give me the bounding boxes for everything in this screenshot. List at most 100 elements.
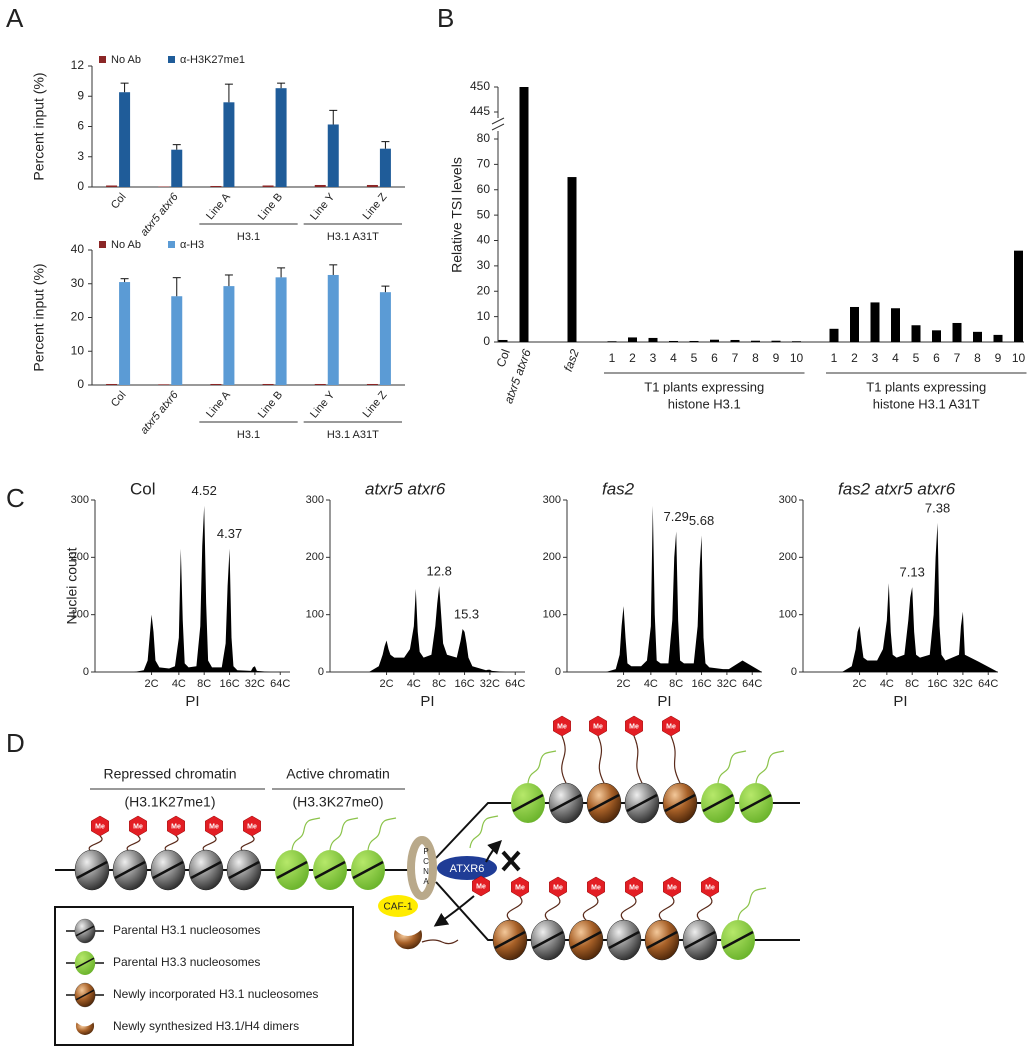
nucleosome [530, 919, 566, 961]
x-tick-label: 32C [953, 678, 973, 690]
y-tick-label: 300 [779, 494, 797, 506]
nucleosome [739, 783, 773, 823]
group-label: T1 plants expressing [866, 379, 986, 394]
bar [379, 292, 391, 385]
x-tick-label: 32C [717, 678, 737, 690]
nucleosome [701, 783, 735, 823]
bar [932, 330, 941, 342]
x-tick-label: 32C [245, 678, 265, 690]
bar [210, 383, 222, 385]
x-tick-label: Col [109, 389, 129, 409]
x-tick-label: fas2 [561, 347, 582, 373]
x-tick-label: Line Y [308, 389, 338, 421]
x-tick-label: 5 [691, 351, 698, 365]
x-tick-label: Line A [204, 389, 233, 421]
bar [730, 339, 740, 342]
bar [710, 339, 719, 342]
legend-swatch [99, 241, 106, 248]
x-axis-label: PI [893, 693, 907, 710]
atxr6-enzyme [437, 856, 497, 880]
x-tick-label: 3 [650, 351, 657, 365]
dna-wrap [190, 860, 222, 880]
diagram-title: Repressed chromatin [103, 766, 236, 782]
error-bar [277, 267, 286, 278]
dna-wrap [702, 793, 734, 813]
legend-swatch [168, 56, 175, 63]
x-tick-label: 8C [197, 678, 211, 690]
group-label: H3.1 A31T [327, 231, 379, 243]
dimer [394, 930, 423, 950]
x-tick-label: 6 [711, 351, 718, 365]
group-label: histone H3.1 A31T [873, 396, 980, 411]
bar [119, 92, 131, 187]
y-tick-label: 12 [71, 58, 85, 72]
methyl-mark [167, 815, 185, 837]
legend-label: α-H3 [180, 239, 204, 251]
bar [119, 282, 131, 385]
x-tick-label: Line B [256, 191, 285, 223]
nucleosome [492, 919, 528, 961]
dna-wrap [608, 930, 640, 950]
legend-label: α-H3K27me1 [180, 54, 245, 66]
bar [327, 274, 339, 385]
nucleosome [74, 849, 110, 891]
dna-wrap [626, 793, 658, 813]
dna-wrap [114, 860, 146, 880]
y-axis-label: Percent input (%) [31, 263, 47, 371]
bar [314, 383, 326, 385]
arrow [433, 895, 475, 927]
x-tick-label: 16C [691, 678, 711, 690]
histone-tail [597, 735, 605, 784]
bar [106, 383, 118, 385]
histone-tail [620, 896, 637, 921]
x-tick-label: 8 [974, 351, 981, 365]
panel-label: C [6, 483, 25, 513]
x-tick-label: 8C [669, 678, 683, 690]
x-tick-label: 2C [145, 678, 159, 690]
y-tick-label: 40 [71, 242, 85, 256]
bar [366, 184, 378, 187]
chart-title: Col [130, 479, 156, 498]
x-tick-label: 8C [905, 678, 919, 690]
y-tick-label: 6 [77, 119, 84, 133]
bar [158, 384, 170, 385]
methyl-mark [205, 815, 223, 837]
x-tick-label: 3 [872, 351, 879, 365]
methyl-label: Me [667, 884, 677, 891]
dna-wrap [352, 860, 384, 880]
methyl-mark [549, 876, 567, 898]
legend-swatch [168, 241, 175, 248]
bar [891, 308, 900, 342]
bar [751, 340, 760, 342]
y-tick-label: 445 [470, 104, 490, 118]
methyl-mark [625, 715, 643, 737]
diagram-subtitle: (H3.1K27me1) [124, 794, 215, 810]
histone-tail [164, 835, 179, 853]
dna-wrap [276, 860, 308, 880]
atxr6-label: ATXR6 [450, 863, 485, 875]
dna-wrap [550, 793, 582, 813]
nucleosome [721, 920, 755, 960]
x-tick-label: atxr5 atxr6 [138, 190, 181, 238]
methyl-mark [587, 876, 605, 898]
histone-tail [126, 835, 141, 853]
bar [829, 328, 839, 342]
dna-wrap [532, 930, 564, 950]
x-tick-label: 6 [933, 351, 940, 365]
y-tick-label: 30 [71, 276, 85, 290]
histone-tail [88, 835, 103, 853]
bar [498, 339, 508, 342]
methyl-label: Me [629, 723, 639, 730]
x-tick-label: 4C [880, 678, 894, 690]
y-axis-label: Relative TSI levels [449, 157, 465, 273]
methyl-mark [91, 815, 109, 837]
histone-tail [469, 815, 499, 849]
legend-label: Parental H3.3 nucleosomes [113, 955, 260, 969]
histone-tail [696, 896, 713, 921]
diagram-subtitle: (H3.3K27me0) [292, 794, 383, 810]
nucleosome [112, 849, 148, 891]
bar [771, 340, 781, 342]
methyl-mark [663, 876, 681, 898]
y-tick-label: 200 [779, 551, 797, 563]
